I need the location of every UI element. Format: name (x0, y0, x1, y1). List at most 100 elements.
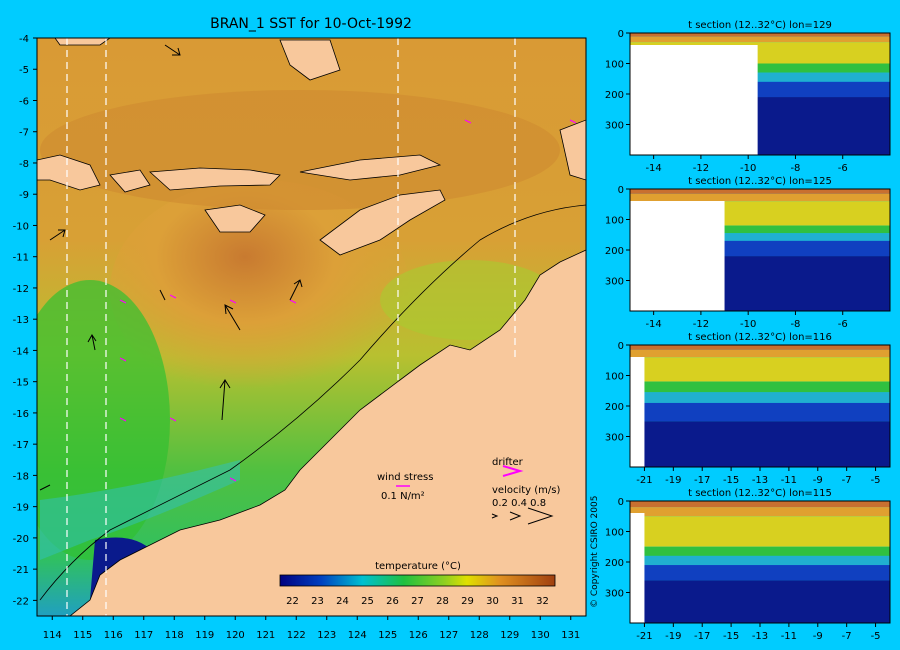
section-temp-band (630, 580, 890, 623)
map-y-tick-label: -11 (13, 253, 29, 264)
section-x-tick-label: -11 (781, 475, 797, 486)
section-y-tick-label: 100 (605, 372, 624, 383)
flores-island (299, 154, 442, 181)
wind-arrow (119, 299, 127, 304)
velocity-arrow (219, 379, 231, 421)
map-x-tick-label: 116 (104, 630, 123, 641)
sulawesi-tip (279, 39, 341, 81)
map-y-tick-label: -9 (19, 190, 29, 201)
section-temp-band (630, 33, 890, 37)
section-x-tick-label: -6 (838, 163, 848, 174)
map-y-tick-label: -12 (13, 284, 29, 295)
velocity-scale-arrows (491, 507, 554, 525)
section-y-tick-label: 300 (605, 433, 624, 444)
velocity-arrow (39, 484, 51, 491)
wind-arrow (569, 119, 577, 124)
velocity-arrow (87, 334, 97, 351)
wind-stress-value: 0.1 N/m² (381, 491, 425, 502)
section-temp-band (630, 381, 890, 393)
map-x-tick-label: 130 (531, 630, 550, 641)
drifter-icon (502, 465, 524, 477)
colorbar-tick-label: 28 (436, 596, 449, 607)
drifter-label: drifter (492, 457, 524, 468)
section-x-tick-label: -13 (752, 631, 768, 642)
map-x-tick-label: 121 (256, 630, 275, 641)
section-temp-band (630, 225, 890, 234)
section-temp-band (630, 36, 890, 43)
velocity-arrows (39, 44, 303, 491)
colorbar-tick-label: 32 (536, 596, 549, 607)
map-x-tick-label: 128 (470, 630, 489, 641)
java-island (37, 154, 101, 191)
wind-arrow (119, 357, 127, 362)
section-x-tick-label: -10 (740, 319, 756, 330)
map-y-tick-label: -16 (13, 409, 29, 420)
section-y-tick-label: 100 (605, 528, 624, 539)
map-frame (36, 37, 587, 617)
map-x-tick-label: 126 (409, 630, 428, 641)
section-x-tick-label: -8 (790, 319, 800, 330)
section-temp-band (630, 189, 890, 194)
t-section-1: t section (12..32°C) lon=125 -14 -12 -10 -8 -… (605, 176, 891, 330)
map-y-axis: -4 -5 -6 -7 -8 -9 -10 -11 -12 -13 -14 -15 -16 -17 -18 -… (13, 34, 37, 607)
map-y-tick-label: -18 (13, 471, 29, 482)
wind-arrow (289, 299, 297, 304)
map-y-tick-label: -6 (19, 96, 29, 107)
map-x-tick-label: 125 (378, 630, 397, 641)
map-y-tick-label: -20 (13, 534, 29, 545)
section-x-tick-label: -9 (813, 631, 823, 642)
section-x-tick-label: -21 (636, 475, 652, 486)
section-temp-band (630, 72, 890, 82)
section-x-tick-label: -19 (665, 631, 681, 642)
map-y-tick-label: -8 (19, 159, 29, 170)
section-y-tick-label: 300 (605, 589, 624, 600)
t-section-0: t section (12..32°C) lon=129 -14 -12 -10 -8 -… (605, 20, 891, 174)
map-x-tick-label: 120 (226, 630, 245, 641)
section-x-tick-label: -14 (645, 163, 661, 174)
map-y-tick-label: -10 (13, 221, 29, 232)
section-y-tick-label: 300 (605, 277, 624, 288)
colorbar-tick-label: 22 (286, 596, 299, 607)
colorbar-tick-label: 24 (336, 596, 349, 607)
map-x-tick-label: 115 (73, 630, 92, 641)
section-temp-band (630, 357, 890, 382)
map-y-tick-label: -19 (13, 503, 29, 514)
colorbar-tick-label: 23 (311, 596, 324, 607)
colorbar-tick-label: 30 (486, 596, 499, 607)
section-temp-band (630, 233, 890, 241)
australia-land (69, 249, 586, 616)
section-temp-band (630, 546, 890, 556)
colorbar-tick-label: 26 (386, 596, 399, 607)
copyright: © Copyright CSIRO 2005 (590, 496, 600, 608)
sumbawa-island (149, 167, 281, 191)
colorbar-title: temperature (°C) (375, 561, 461, 572)
section-temp-band (630, 565, 890, 581)
colorbar-ticks: 22 23 24 25 26 27 28 29 30 31 32 (286, 596, 549, 607)
map-y-tick-label: -4 (19, 34, 29, 45)
map-y-tick-label: -21 (13, 565, 29, 576)
eastern-islands (559, 119, 586, 181)
section-temp-band (630, 345, 890, 350)
colorbar-gradient (279, 574, 556, 587)
wind-stress-arrows (119, 119, 577, 482)
section-temp-band (630, 507, 890, 517)
section-y-tick-label: 200 (605, 90, 624, 101)
section-x-tick-label: -7 (842, 475, 852, 486)
section-y-tick-label: 300 (605, 121, 624, 132)
section-y-tick-label: 200 (605, 402, 624, 413)
map-y-tick-label: -17 (13, 440, 29, 451)
map-x-tick-label: 118 (165, 630, 184, 641)
section-temp-band (630, 516, 890, 547)
section-y-tick-label: 0 (618, 29, 624, 40)
shelf-contour (39, 204, 586, 601)
map-y-tick-label: -13 (13, 315, 29, 326)
section-temp-band (630, 193, 890, 202)
velocity-values: 0.2 0.4 0.8 (492, 498, 546, 509)
map-y-tick-label: -5 (19, 65, 29, 76)
map-title: BRAN_1 SST for 10-Oct-1992 (210, 16, 412, 32)
drifter-legend: drifter (492, 457, 524, 477)
section-temp-band (630, 392, 890, 403)
bali-lombok (109, 169, 151, 193)
velocity-arrow (289, 279, 303, 301)
section-y-tick-label: 0 (618, 497, 624, 508)
